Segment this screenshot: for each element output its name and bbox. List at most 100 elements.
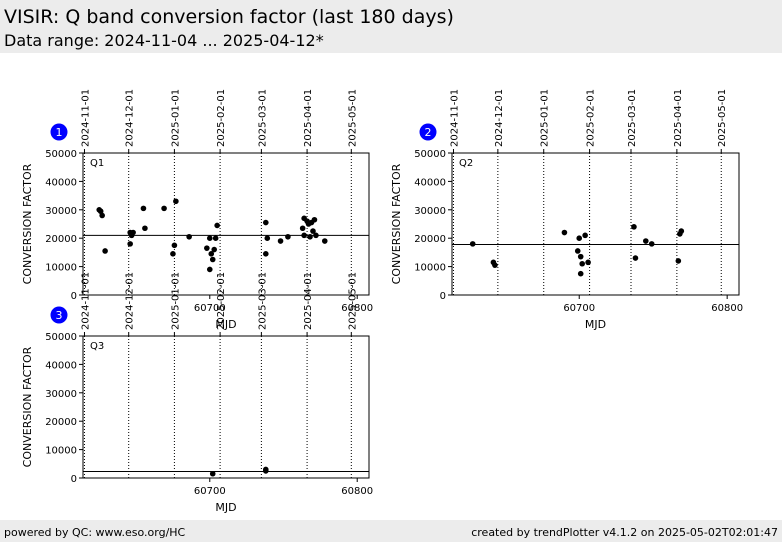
data-point: [171, 242, 178, 249]
data-point: [299, 225, 306, 232]
y-tick-label: 20000: [45, 234, 77, 245]
data-point: [208, 251, 215, 257]
data-point: [140, 205, 147, 212]
data-point: [301, 232, 307, 239]
y-axis-label: CONVERSION FACTOR: [390, 163, 403, 284]
y-tick-label: 20000: [45, 417, 77, 428]
data-point: [321, 238, 328, 244]
data-point: [582, 232, 588, 239]
panel-badge-number: 2: [425, 126, 432, 139]
plot-frame: [82, 335, 370, 479]
data-point: [214, 222, 220, 229]
data-point: [574, 248, 581, 254]
data-point: [469, 241, 476, 247]
data-point: [173, 198, 179, 205]
data-point: [161, 205, 167, 212]
panel-label: Q1: [90, 158, 104, 169]
date-tick-label: 2025-05-01: [717, 89, 728, 147]
chart-panel-1: 2024-11-01 2024-12-01 2025-01-01 2025-02-01…: [21, 89, 373, 331]
data-point: [642, 238, 649, 244]
footer-generator: created by trendPlotter v4.1.2 on 2025-0…: [471, 526, 778, 539]
data-point: [211, 246, 218, 253]
data-point: [579, 260, 585, 267]
y-tick-label: 10000: [45, 446, 77, 457]
y-axis-label: CONVERSION FACTOR: [21, 346, 34, 467]
date-tick-label: 2025-03-01: [257, 272, 268, 330]
page-subtitle: Data range: 2024-11-04 ... 2025-04-12*: [4, 31, 324, 50]
data-point: [678, 228, 685, 234]
data-point: [585, 259, 591, 266]
date-tick-label: 2024-12-01: [125, 272, 136, 330]
panel-badge-number: 3: [56, 309, 63, 322]
data-point: [142, 225, 148, 232]
x-tick-label: 60800: [711, 303, 743, 314]
header-bar: [0, 0, 782, 53]
data-point: [631, 224, 637, 230]
y-tick-label: 0: [71, 291, 77, 302]
plot-frame: [451, 152, 740, 296]
data-point: [263, 468, 269, 474]
date-tick-label: 2025-03-01: [257, 89, 268, 147]
y-tick-label: 50000: [45, 149, 77, 160]
y-tick-label: 50000: [45, 332, 77, 343]
y-tick-label: 10000: [414, 263, 446, 274]
y-tick-label: 40000: [45, 360, 77, 371]
data-point: [264, 235, 271, 241]
y-tick-label: 50000: [414, 149, 446, 160]
y-tick-label: 40000: [45, 177, 77, 188]
panel-label: Q3: [90, 341, 104, 352]
chart-panel-2: 2024-11-01 2024-12-01 2025-01-01 2025-02-01…: [390, 89, 743, 331]
y-tick-label: 0: [440, 291, 446, 302]
date-tick-label: 2024-12-01: [125, 89, 136, 147]
data-point: [492, 262, 498, 268]
date-tick-label: 2025-05-01: [347, 89, 358, 147]
date-tick-label: 2025-04-01: [303, 272, 314, 330]
x-tick-label: 60800: [341, 303, 373, 314]
data-point: [102, 248, 108, 254]
date-tick-label: 2025-02-01: [216, 89, 227, 147]
date-tick-label: 2024-11-01: [80, 272, 91, 330]
y-tick-label: 40000: [414, 177, 446, 188]
date-tick-label: 2025-01-01: [540, 89, 551, 147]
data-point: [675, 258, 682, 264]
footer-credit: powered by QC: www.eso.org/HC: [4, 526, 186, 539]
data-point: [313, 232, 319, 239]
date-tick-label: 2025-02-01: [216, 272, 227, 330]
date-tick-label: 2025-05-01: [347, 272, 358, 330]
data-point: [170, 251, 176, 257]
data-point: [307, 233, 313, 240]
data-point: [576, 235, 583, 241]
date-tick-label: 2025-02-01: [586, 89, 597, 147]
page-title: VISIR: Q band conversion factor (last 18…: [4, 6, 454, 28]
x-tick-label: 60800: [341, 486, 373, 497]
panel-badge-number: 1: [56, 126, 63, 139]
chart-panel-3: 2024-11-01 2024-12-01 2025-01-01 2025-02-01…: [21, 272, 373, 514]
data-point: [285, 233, 291, 240]
data-point: [97, 208, 104, 215]
data-point: [206, 235, 213, 241]
date-tick-label: 2025-01-01: [170, 89, 181, 147]
plot-frame: [82, 152, 370, 296]
x-axis-label: MJD: [585, 318, 606, 331]
data-point: [577, 253, 584, 260]
date-tick-label: 2025-04-01: [303, 89, 314, 147]
data-point: [263, 251, 269, 257]
footer-bar: [0, 520, 782, 542]
y-tick-label: 30000: [45, 389, 77, 400]
date-tick-label: 2024-12-01: [494, 89, 505, 147]
data-point: [186, 233, 192, 240]
x-tick-label: 60700: [563, 303, 595, 314]
date-tick-label: 2025-04-01: [673, 89, 684, 147]
panel-label: Q2: [459, 158, 473, 169]
x-axis-label: MJD: [215, 318, 236, 331]
data-point: [212, 235, 219, 241]
data-point: [648, 241, 655, 247]
x-tick-label: 60700: [194, 486, 226, 497]
data-point: [277, 238, 284, 244]
panel-badge: [50, 306, 68, 324]
data-point: [130, 229, 136, 236]
data-point: [311, 216, 318, 223]
data-point: [632, 255, 639, 261]
data-point: [209, 470, 216, 477]
